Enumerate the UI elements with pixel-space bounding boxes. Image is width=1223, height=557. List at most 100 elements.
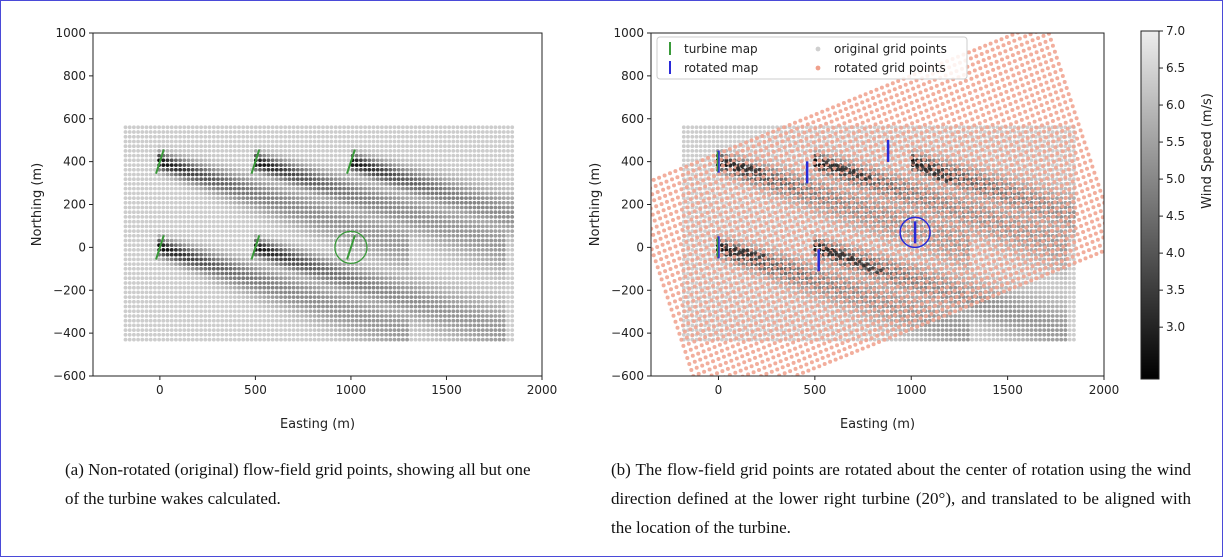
grid-point (455, 210, 460, 215)
grid-point (480, 337, 485, 342)
grid-point (132, 233, 136, 238)
grid-point (258, 229, 262, 234)
grid-point (455, 304, 460, 309)
grid-point (232, 271, 237, 276)
grid-point (245, 318, 250, 323)
grid-point (384, 271, 388, 276)
grid-point (178, 281, 183, 285)
grid-point (232, 281, 237, 285)
grid-point (207, 196, 212, 201)
grid-point (295, 318, 300, 323)
grid-point (199, 196, 204, 201)
grid-point (451, 167, 456, 172)
grid-point (472, 233, 477, 238)
grid-point (287, 158, 292, 163)
grid-point (451, 229, 456, 234)
grid-point (140, 276, 145, 281)
grid-point (262, 238, 267, 243)
grid-point (316, 304, 321, 309)
grid-point (329, 196, 334, 201)
grid-point (253, 186, 258, 191)
grid-point (203, 163, 208, 168)
grid-point (430, 158, 435, 163)
grid-point (211, 257, 216, 262)
grid-point (472, 299, 477, 304)
grid-point (262, 257, 267, 262)
grid-point (396, 299, 401, 304)
grid-point (241, 309, 246, 314)
grid-point (380, 191, 384, 196)
grid-point (287, 318, 292, 323)
grid-point (489, 309, 494, 314)
grid-point (287, 328, 292, 332)
grid-point (169, 238, 174, 243)
grid-point (711, 281, 716, 285)
grid-point (283, 219, 288, 224)
grid-point (190, 215, 195, 219)
grid-point (216, 134, 220, 139)
grid-point (300, 191, 304, 196)
grid-point (447, 205, 451, 210)
grid-point (308, 257, 313, 262)
grid-point (312, 257, 317, 262)
grid-point (338, 252, 342, 257)
grid-point (279, 238, 283, 243)
grid-point (438, 233, 443, 238)
grid-point (211, 337, 216, 342)
grid-point (455, 257, 460, 262)
grid-point (136, 224, 141, 229)
grid-point (312, 163, 317, 168)
grid-point (274, 266, 279, 271)
grid-point (287, 134, 292, 139)
grid-point (266, 229, 271, 234)
grid-point (506, 186, 510, 191)
grid-point (245, 191, 250, 196)
grid-point (153, 149, 157, 153)
grid-point (174, 153, 178, 158)
grid-point (316, 276, 321, 281)
grid-point (384, 328, 388, 332)
grid-point (140, 309, 145, 314)
grid-point (430, 229, 435, 234)
grid-point (283, 125, 288, 130)
grid-point (493, 332, 498, 337)
grid-point (422, 262, 426, 266)
grid-point (434, 248, 439, 252)
grid-point (270, 262, 275, 266)
grid-point (123, 318, 128, 323)
grid-point (375, 314, 380, 318)
grid-point (464, 215, 468, 219)
grid-point (707, 205, 712, 210)
grid-point (300, 134, 304, 139)
grid-point (157, 177, 162, 182)
grid-point (417, 290, 422, 295)
grid-point (371, 285, 376, 290)
grid-point (325, 290, 330, 295)
grid-point (262, 153, 267, 158)
grid-point (232, 182, 237, 186)
grid-point (371, 149, 376, 153)
grid-point (237, 309, 241, 314)
grid-point (140, 295, 145, 299)
grid-point (169, 332, 174, 337)
grid-point (232, 257, 237, 262)
grid-point (279, 252, 283, 257)
grid-point (178, 172, 183, 177)
grid-point (287, 163, 292, 168)
grid-point (707, 186, 712, 191)
grid-point (157, 266, 162, 271)
grid-point (489, 323, 494, 328)
grid-point (144, 167, 149, 172)
grid-point (480, 149, 485, 153)
grid-point (380, 149, 384, 153)
grid-point (274, 281, 279, 285)
grid-point (274, 229, 279, 234)
grid-point (363, 177, 367, 182)
grid-point (367, 196, 372, 201)
grid-point (140, 233, 145, 238)
grid-point (157, 172, 162, 177)
grid-point (371, 318, 376, 323)
grid-point (443, 309, 447, 314)
grid-point (304, 328, 309, 332)
grid-point (434, 337, 439, 342)
